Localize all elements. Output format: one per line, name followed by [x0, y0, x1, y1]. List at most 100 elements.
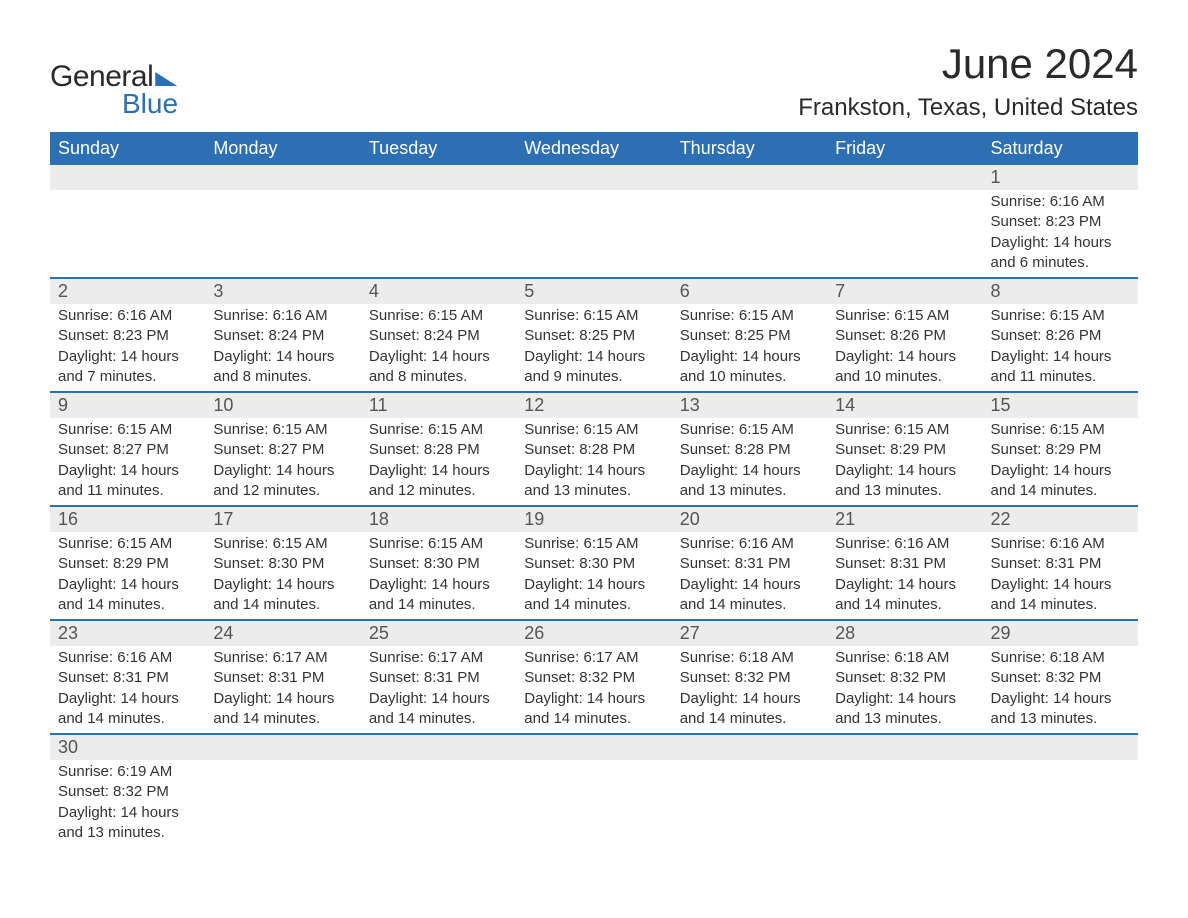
- day-detail-line: Daylight: 14 hours: [991, 233, 1130, 253]
- day-detail-line: and 14 minutes.: [213, 709, 352, 729]
- day-detail-line: Daylight: 14 hours: [58, 575, 197, 595]
- day-detail-line: Sunset: 8:32 PM: [835, 668, 974, 688]
- day-detail-line: Sunrise: 6:15 AM: [835, 306, 974, 326]
- day-detail-cell: Sunrise: 6:16 AMSunset: 8:23 PMDaylight:…: [983, 190, 1138, 278]
- weekday-header: Saturday: [983, 132, 1138, 165]
- calendar-table: Sunday Monday Tuesday Wednesday Thursday…: [50, 132, 1138, 847]
- weekday-header-row: Sunday Monday Tuesday Wednesday Thursday…: [50, 132, 1138, 165]
- day-detail-cell: [516, 190, 671, 278]
- day-detail-cell: Sunrise: 6:15 AMSunset: 8:29 PMDaylight:…: [983, 418, 1138, 506]
- day-detail-line: Sunrise: 6:16 AM: [991, 192, 1130, 212]
- day-detail-line: Sunset: 8:24 PM: [213, 326, 352, 346]
- day-detail-line: Sunrise: 6:15 AM: [835, 420, 974, 440]
- day-detail-line: Sunset: 8:29 PM: [991, 440, 1130, 460]
- day-detail-line: Sunset: 8:25 PM: [680, 326, 819, 346]
- day-detail-line: and 10 minutes.: [835, 367, 974, 387]
- day-detail-line: Daylight: 14 hours: [991, 575, 1130, 595]
- day-detail-cell: Sunrise: 6:15 AMSunset: 8:29 PMDaylight:…: [827, 418, 982, 506]
- day-detail-cell: [983, 760, 1138, 847]
- day-detail-line: Daylight: 14 hours: [58, 803, 197, 823]
- day-detail-cell: Sunrise: 6:15 AMSunset: 8:30 PMDaylight:…: [205, 532, 360, 620]
- day-detail-cell: [205, 190, 360, 278]
- day-detail-cell: Sunrise: 6:16 AMSunset: 8:24 PMDaylight:…: [205, 304, 360, 392]
- day-detail-line: and 8 minutes.: [369, 367, 508, 387]
- day-detail-cell: Sunrise: 6:15 AMSunset: 8:26 PMDaylight:…: [983, 304, 1138, 392]
- day-detail-line: Sunset: 8:28 PM: [369, 440, 508, 460]
- day-detail-row: Sunrise: 6:15 AMSunset: 8:27 PMDaylight:…: [50, 418, 1138, 506]
- day-number-cell: 6: [672, 278, 827, 304]
- day-detail-line: Sunrise: 6:17 AM: [369, 648, 508, 668]
- day-number-cell: 30: [50, 734, 205, 760]
- day-detail-line: Sunrise: 6:15 AM: [369, 534, 508, 554]
- day-detail-line: Sunrise: 6:15 AM: [524, 420, 663, 440]
- day-detail-line: Sunset: 8:31 PM: [680, 554, 819, 574]
- day-number-cell: 19: [516, 506, 671, 532]
- day-number-cell: 21: [827, 506, 982, 532]
- day-number-cell: [361, 165, 516, 190]
- day-detail-cell: Sunrise: 6:15 AMSunset: 8:28 PMDaylight:…: [672, 418, 827, 506]
- day-detail-cell: Sunrise: 6:15 AMSunset: 8:28 PMDaylight:…: [361, 418, 516, 506]
- day-detail-line: Daylight: 14 hours: [835, 461, 974, 481]
- weekday-header: Sunday: [50, 132, 205, 165]
- day-detail-line: Sunset: 8:26 PM: [991, 326, 1130, 346]
- day-detail-line: Sunset: 8:30 PM: [213, 554, 352, 574]
- day-detail-cell: Sunrise: 6:19 AMSunset: 8:32 PMDaylight:…: [50, 760, 205, 847]
- day-detail-line: Sunset: 8:32 PM: [524, 668, 663, 688]
- day-number-cell: 2: [50, 278, 205, 304]
- day-detail-line: Sunrise: 6:15 AM: [524, 306, 663, 326]
- day-detail-cell: Sunrise: 6:16 AMSunset: 8:31 PMDaylight:…: [672, 532, 827, 620]
- day-detail-line: and 6 minutes.: [991, 253, 1130, 273]
- title-block: June 2024 Frankston, Texas, United State…: [798, 40, 1138, 122]
- day-detail-line: Daylight: 14 hours: [991, 347, 1130, 367]
- day-detail-cell: [361, 190, 516, 278]
- day-detail-line: Sunrise: 6:16 AM: [213, 306, 352, 326]
- day-detail-line: Sunrise: 6:15 AM: [369, 306, 508, 326]
- day-number-cell: 23: [50, 620, 205, 646]
- weekday-header: Wednesday: [516, 132, 671, 165]
- day-detail-line: Sunrise: 6:16 AM: [58, 306, 197, 326]
- day-detail-line: Daylight: 14 hours: [369, 461, 508, 481]
- day-detail-line: Daylight: 14 hours: [213, 575, 352, 595]
- day-number-cell: 10: [205, 392, 360, 418]
- day-detail-line: and 14 minutes.: [991, 481, 1130, 501]
- day-number-cell: 24: [205, 620, 360, 646]
- logo-word-blue: Blue: [122, 88, 178, 120]
- day-detail-cell: Sunrise: 6:15 AMSunset: 8:30 PMDaylight:…: [516, 532, 671, 620]
- day-number-cell: 13: [672, 392, 827, 418]
- day-number-cell: 3: [205, 278, 360, 304]
- day-detail-line: Daylight: 14 hours: [680, 575, 819, 595]
- day-detail-line: and 13 minutes.: [524, 481, 663, 501]
- day-detail-line: and 13 minutes.: [835, 481, 974, 501]
- day-detail-line: Sunset: 8:30 PM: [524, 554, 663, 574]
- day-detail-line: and 14 minutes.: [58, 595, 197, 615]
- day-number-cell: 28: [827, 620, 982, 646]
- day-detail-line: Sunset: 8:23 PM: [58, 326, 197, 346]
- day-detail-line: and 10 minutes.: [680, 367, 819, 387]
- day-detail-line: Sunrise: 6:17 AM: [213, 648, 352, 668]
- day-detail-cell: Sunrise: 6:15 AMSunset: 8:30 PMDaylight:…: [361, 532, 516, 620]
- day-detail-line: Daylight: 14 hours: [524, 575, 663, 595]
- day-detail-line: Sunrise: 6:15 AM: [680, 420, 819, 440]
- day-detail-line: Sunrise: 6:18 AM: [835, 648, 974, 668]
- day-detail-line: Sunset: 8:32 PM: [680, 668, 819, 688]
- day-detail-line: and 13 minutes.: [680, 481, 819, 501]
- day-number-cell: 4: [361, 278, 516, 304]
- day-detail-line: Daylight: 14 hours: [58, 461, 197, 481]
- day-detail-line: Daylight: 14 hours: [524, 347, 663, 367]
- day-detail-cell: Sunrise: 6:17 AMSunset: 8:32 PMDaylight:…: [516, 646, 671, 734]
- day-detail-line: Sunset: 8:26 PM: [835, 326, 974, 346]
- day-detail-cell: [672, 760, 827, 847]
- day-number-cell: 11: [361, 392, 516, 418]
- day-detail-line: Daylight: 14 hours: [213, 689, 352, 709]
- day-number-cell: 20: [672, 506, 827, 532]
- day-detail-cell: Sunrise: 6:15 AMSunset: 8:28 PMDaylight:…: [516, 418, 671, 506]
- day-detail-line: and 14 minutes.: [369, 709, 508, 729]
- day-detail-cell: Sunrise: 6:15 AMSunset: 8:29 PMDaylight:…: [50, 532, 205, 620]
- day-detail-cell: [361, 760, 516, 847]
- day-detail-line: Sunset: 8:29 PM: [58, 554, 197, 574]
- day-detail-line: Sunrise: 6:15 AM: [213, 420, 352, 440]
- day-detail-cell: Sunrise: 6:17 AMSunset: 8:31 PMDaylight:…: [361, 646, 516, 734]
- day-detail-line: Sunrise: 6:15 AM: [213, 534, 352, 554]
- day-detail-line: Sunrise: 6:15 AM: [991, 306, 1130, 326]
- day-number-cell: 15: [983, 392, 1138, 418]
